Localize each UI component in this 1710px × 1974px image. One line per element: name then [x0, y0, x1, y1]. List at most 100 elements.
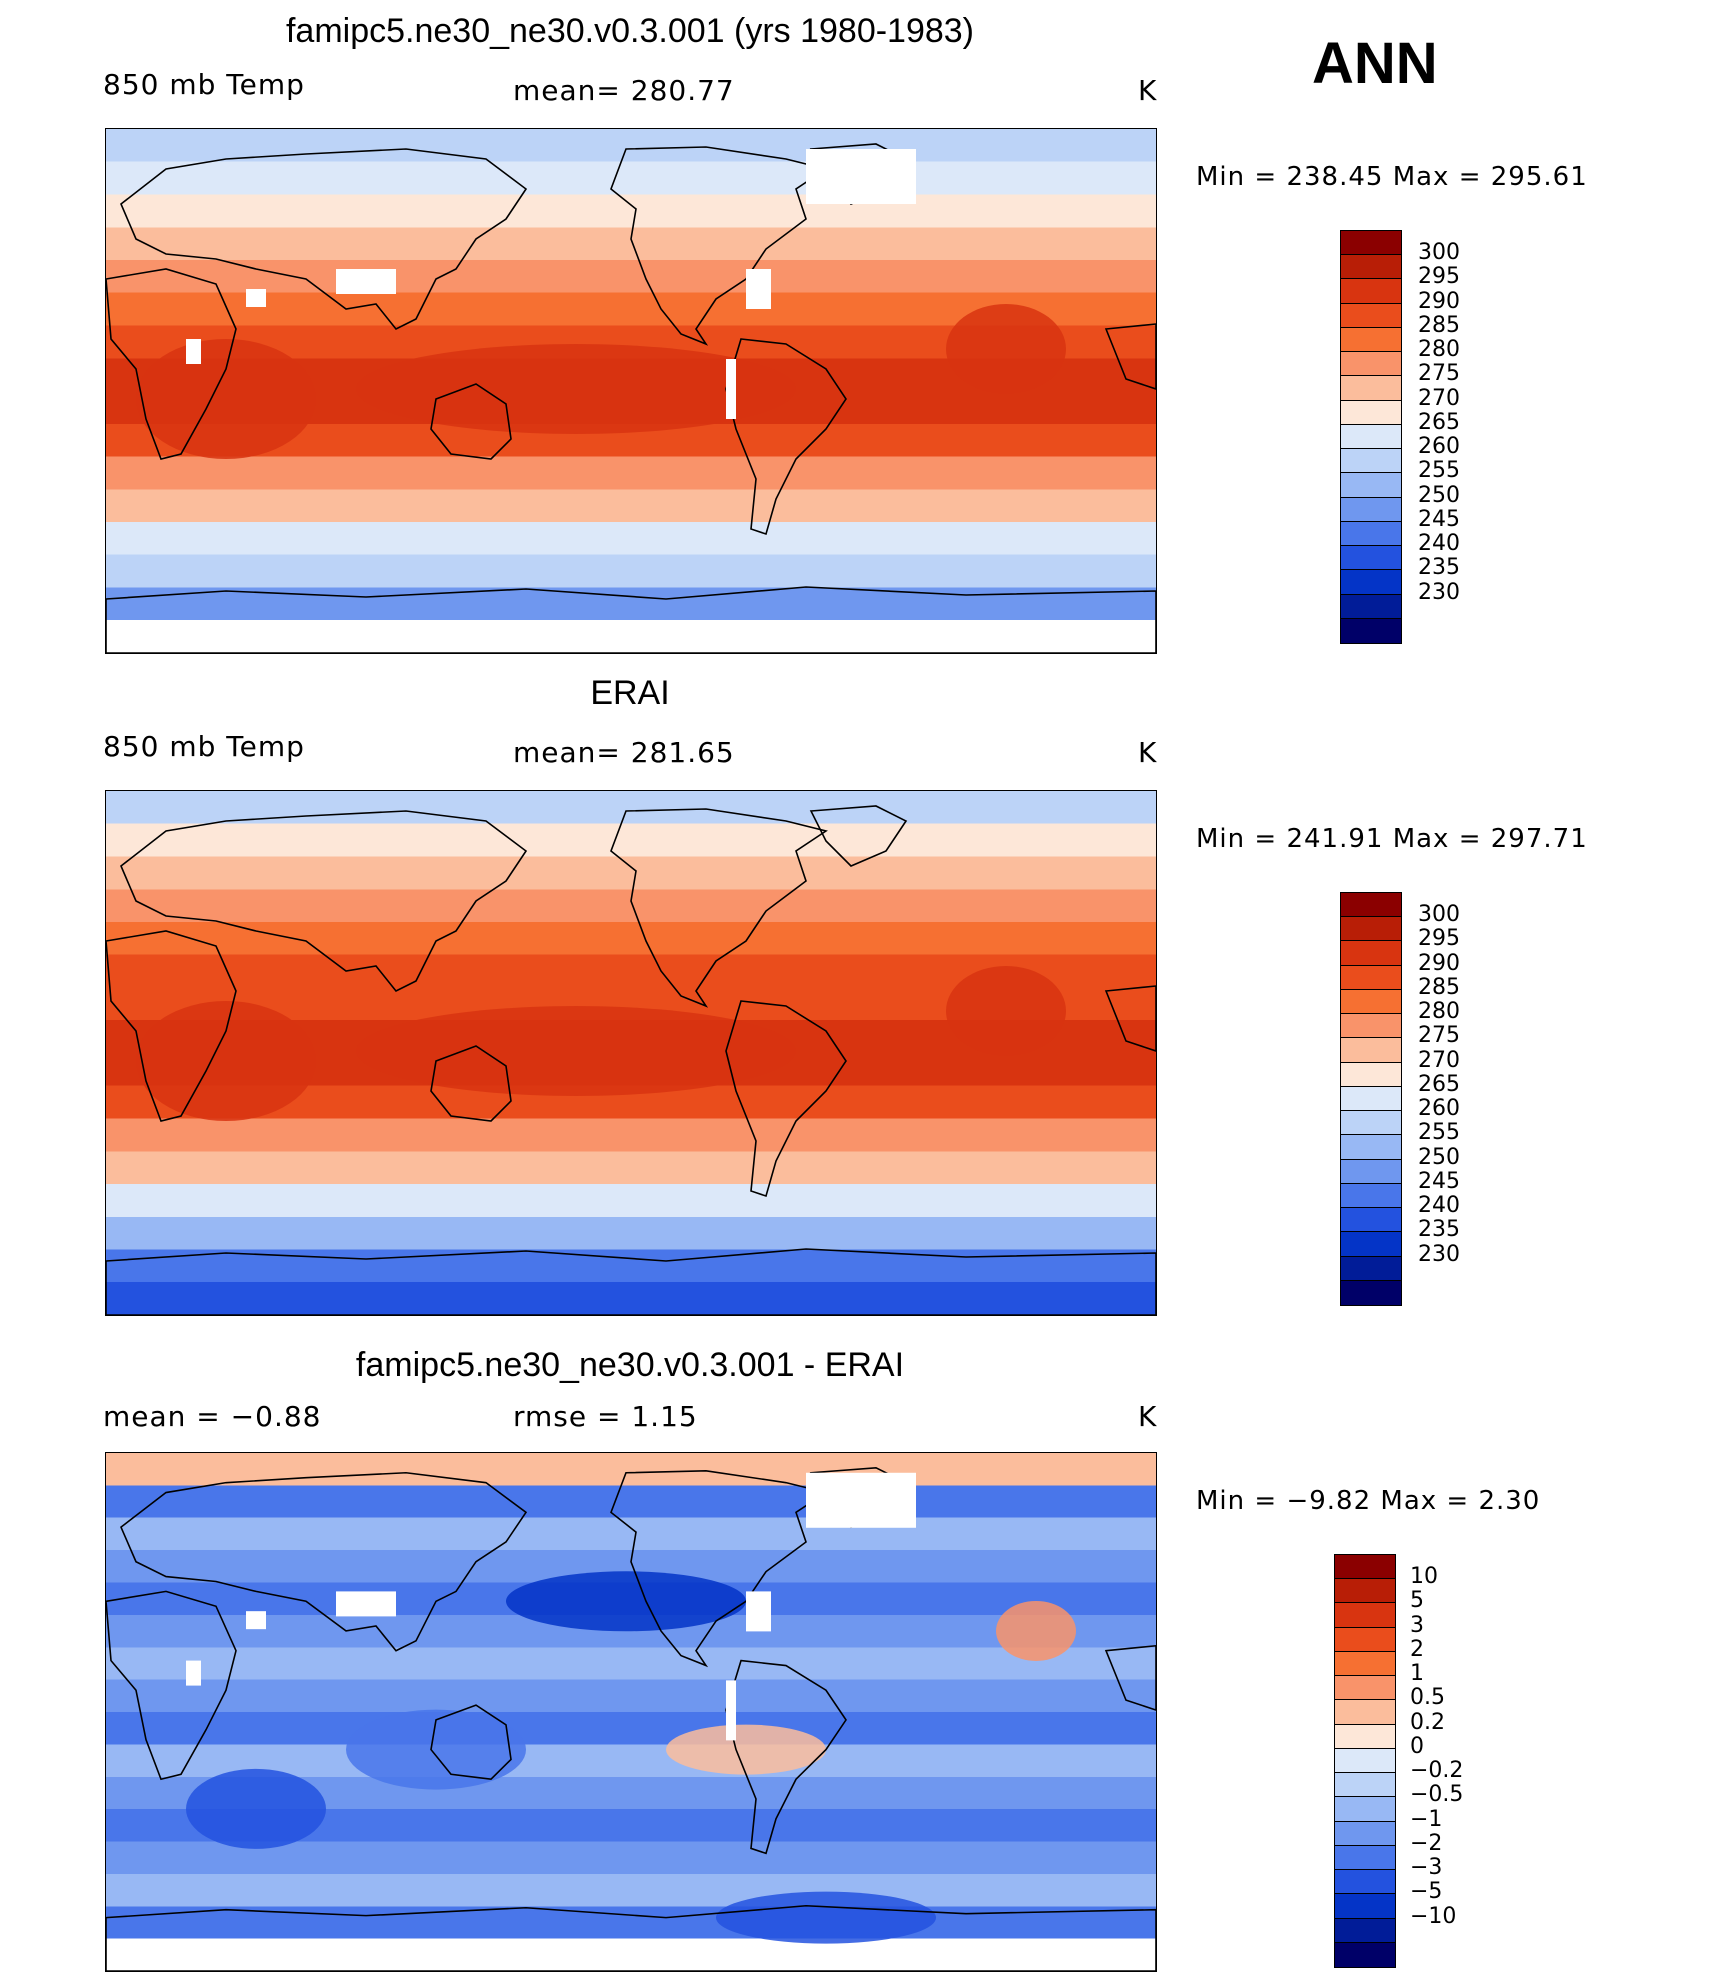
missing-data-region	[726, 359, 736, 419]
panel1-minmax: Min = 238.45 Max = 295.61	[1196, 162, 1588, 192]
colorbar-swatch	[1335, 1627, 1395, 1652]
colorbar-tick-label: 245	[1418, 1168, 1460, 1194]
colorbar-tick-label: 275	[1418, 1023, 1460, 1049]
colorbar-swatch	[1341, 989, 1401, 1015]
coastline	[106, 930, 237, 1122]
colorbar-swatch	[1341, 376, 1401, 401]
colorbar-swatch	[1341, 1135, 1401, 1160]
colorbar-tick-label: 290	[1418, 950, 1460, 976]
colorbar-tick-label: 235	[1418, 555, 1460, 581]
temperature-field	[106, 1453, 1156, 1971]
colorbar-swatch	[1335, 1676, 1395, 1701]
panel1-units: K	[1138, 74, 1158, 107]
missing-data-region	[246, 289, 266, 307]
colorbar-tick-label: 290	[1418, 288, 1460, 314]
missing-data-region	[336, 269, 396, 294]
colorbar-tick-label: 280	[1418, 337, 1460, 363]
colorbar-tick-label: −5	[1410, 1879, 1443, 1905]
contour-region	[506, 1571, 746, 1632]
panel2-units: K	[1138, 736, 1158, 769]
panel2-colorbar	[1340, 892, 1402, 1306]
panel2-title: ERAI	[590, 674, 670, 712]
coastline	[430, 1045, 512, 1122]
colorbar-swatch	[1341, 279, 1401, 304]
contour-region	[716, 1891, 936, 1944]
colorbar-swatch	[1341, 449, 1401, 474]
coastline	[106, 1590, 237, 1781]
missing-data-region	[186, 1660, 201, 1686]
colorbar-tick-label: 10	[1410, 1564, 1438, 1590]
colorbar-swatch	[1341, 1159, 1401, 1184]
colorbar-swatch	[1335, 1748, 1395, 1774]
colorbar-tick-label: 230	[1418, 579, 1460, 605]
season-label: ANN	[1312, 31, 1438, 96]
colorbar-tick-label: −3	[1410, 1855, 1443, 1881]
colorbar-swatch	[1341, 1014, 1401, 1039]
colorbar-swatch	[1335, 1870, 1395, 1895]
coastline	[1104, 323, 1156, 390]
colorbar-swatch	[1341, 1280, 1401, 1305]
colorbar-swatch	[1341, 1183, 1401, 1209]
panel2-mean-label: mean= 281.65	[513, 736, 735, 769]
coastline	[1104, 1644, 1156, 1711]
colorbar-swatch	[1341, 618, 1401, 643]
colorbar-tick-label: 250	[1418, 1144, 1460, 1170]
coastline	[106, 1248, 1156, 1315]
colorbar-swatch	[1335, 1894, 1395, 1919]
colorbar-tick-label: 260	[1418, 1096, 1460, 1122]
coastline	[106, 1904, 1156, 1971]
colorbar-tick-label: −0.5	[1410, 1782, 1464, 1808]
colorbar-swatch	[1341, 1256, 1401, 1281]
colorbar-swatch	[1341, 941, 1401, 966]
colorbar-tick-label: 0.2	[1410, 1709, 1445, 1735]
colorbar-swatch	[1335, 1821, 1395, 1846]
colorbar-tick-label: 255	[1418, 458, 1460, 484]
colorbar-tick-label: 275	[1418, 361, 1460, 387]
colorbar-swatch	[1335, 1773, 1395, 1798]
colorbar-tick-label: 245	[1418, 506, 1460, 532]
panel3-colorbar	[1334, 1554, 1396, 1968]
colorbar-tick-label: −10	[1410, 1903, 1457, 1929]
colorbar-swatch	[1335, 1918, 1395, 1943]
contour-region	[666, 1724, 826, 1775]
colorbar-swatch	[1341, 1111, 1401, 1136]
missing-data-region	[806, 1472, 916, 1528]
colorbar-swatch	[1341, 303, 1401, 328]
colorbar-swatch	[1341, 1208, 1401, 1233]
coastline	[1104, 985, 1156, 1052]
coastline	[430, 383, 512, 460]
colorbar-swatch	[1335, 1651, 1395, 1677]
colorbar-tick-label: 0	[1410, 1733, 1424, 1759]
panel1-left-label: 850 mb Temp	[103, 68, 305, 101]
panel3-units: K	[1138, 1400, 1158, 1433]
colorbar-swatch	[1341, 1232, 1401, 1257]
colorbar-swatch	[1341, 231, 1401, 256]
colorbar-tick-label: 295	[1418, 264, 1460, 290]
colorbar-swatch	[1335, 1555, 1395, 1580]
coastline	[809, 805, 908, 867]
colorbar-tick-label: 5	[1410, 1588, 1424, 1614]
colorbar-swatch	[1341, 570, 1401, 595]
panel1-mean-label: mean= 280.77	[513, 74, 735, 107]
colorbar-swatch	[1341, 893, 1401, 918]
panel3-title: famipc5.ne30_ne30.v0.3.001 - ERAI	[355, 1346, 905, 1384]
colorbar-swatch	[1341, 352, 1401, 377]
colorbar-tick-label: 295	[1418, 926, 1460, 952]
coastline	[725, 338, 847, 536]
colorbar-swatch	[1341, 255, 1401, 280]
colorbar-tick-label: 265	[1418, 409, 1460, 435]
panel3-map	[105, 1452, 1157, 1972]
colorbar-swatch	[1341, 521, 1401, 547]
missing-data-region	[186, 339, 201, 364]
coastline	[725, 1659, 847, 1855]
colorbar-tick-label: 3	[1410, 1612, 1424, 1638]
colorbar-tick-label: −0.2	[1410, 1758, 1464, 1784]
colorbar-swatch	[1341, 1038, 1401, 1063]
colorbar-tick-label: 300	[1418, 902, 1460, 928]
colorbar-tick-label: 240	[1418, 531, 1460, 557]
contour-region	[356, 344, 796, 434]
colorbar-tick-label: −2	[1410, 1830, 1443, 1856]
missing-data-region	[336, 1591, 396, 1617]
colorbar-swatch	[1335, 1942, 1395, 1967]
colorbar-swatch	[1335, 1724, 1395, 1749]
